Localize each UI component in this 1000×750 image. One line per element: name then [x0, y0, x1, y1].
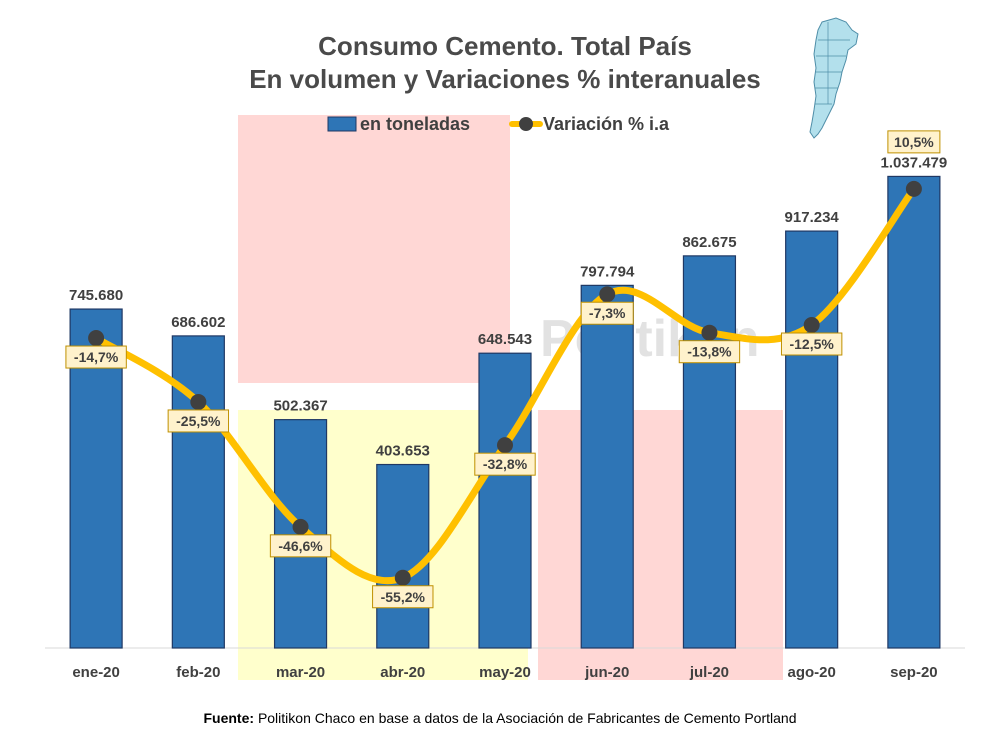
variation-label-jun-20: -7,3%	[580, 301, 634, 325]
x-tick-ene-20: ene-20	[72, 664, 120, 681]
variation-label-text: -25,5%	[176, 413, 221, 429]
bar-value-label-ago-20: 917.234	[785, 209, 840, 226]
variation-label-box	[167, 409, 230, 433]
x-tick-sep-20: sep-20	[890, 664, 938, 681]
bars-layer	[69, 175, 941, 649]
variation-label-box	[678, 340, 741, 364]
markers-layer	[88, 180, 922, 586]
bar-ago-20	[785, 230, 839, 649]
variation-label-text: -14,7%	[74, 349, 119, 365]
bar-value-label-mar-20: 502.367	[273, 398, 327, 415]
chart-title-line1: Consumo Cemento. Total País	[318, 31, 692, 61]
shade-region-red-top	[238, 115, 510, 383]
variation-label-box	[580, 301, 634, 325]
x-tick-abr-20: abr-20	[380, 664, 425, 681]
pct-labels-layer: -14,7% -25,5% -46,6% -55,2% -32,8% -7,3% -13,8…	[65, 130, 941, 609]
variation-label-text: -55,2%	[381, 589, 426, 605]
chart-title-line2: En volumen y Variaciones % interanuales	[249, 64, 761, 94]
legend-bar-label: en toneladas	[360, 114, 470, 134]
bar-value-label-ene-20: 745.680	[69, 287, 123, 304]
variation-marker-jul-20	[701, 324, 718, 341]
x-tick-jun-20: jun-20	[584, 664, 629, 681]
variation-label-box	[269, 534, 332, 558]
legend-line-marker	[519, 117, 533, 131]
bar-jun-20	[580, 284, 634, 649]
variation-label-may-20: -32,8%	[474, 452, 536, 476]
bar-value-label-may-20: 648.543	[478, 331, 532, 348]
variation-marker-may-20	[497, 437, 513, 454]
bar-value-label-jul-20: 862.675	[682, 234, 736, 251]
variation-marker-sep-20	[905, 180, 922, 197]
variation-marker-jun-20	[599, 286, 616, 303]
bar-value-label-abr-20: 403.653	[376, 443, 430, 460]
variation-marker-ene-20	[88, 330, 105, 347]
x-tick-ago-20: ago-20	[787, 664, 835, 681]
variation-label-text: 10,5%	[894, 134, 934, 150]
x-tick-feb-20: feb-20	[176, 664, 220, 681]
variation-label-box	[887, 130, 941, 154]
source-label: Fuente:	[203, 710, 255, 726]
bar-may-20	[478, 352, 532, 649]
variation-label-box	[780, 332, 843, 356]
variation-label-text: -13,8%	[687, 344, 732, 360]
x-tick-jul-20: jul-20	[689, 664, 729, 681]
variation-label-text: -32,8%	[483, 456, 528, 472]
variation-label-ago-20: -12,5%	[780, 332, 843, 356]
bar-value-label-sep-20: 1.037.479	[881, 154, 948, 171]
bar-jul-20	[682, 255, 737, 649]
bar-feb-20	[171, 335, 225, 649]
x-tick-labels: ene-20 feb-20 mar-20 abr-20 may-20 jun-20 jul-…	[72, 664, 937, 681]
legend-line-label: Variación % i.a	[543, 114, 670, 134]
variation-label-ene-20: -14,7%	[65, 345, 127, 369]
variation-label-box	[372, 585, 434, 609]
variation-marker-feb-20	[190, 393, 207, 410]
variation-label-text: -7,3%	[589, 305, 626, 321]
shade-region-red-bottom	[538, 410, 783, 680]
bar-labels-layer: 745.680 686.602 502.367 403.653 648.543 797.7…	[69, 154, 947, 459]
legend-bar-swatch	[327, 116, 357, 132]
variation-label-sep-20: 10,5%	[887, 130, 941, 154]
bar-abr-20	[376, 463, 430, 649]
source-text: Politikon Chaco en base a datos de la As…	[257, 710, 797, 726]
variation-marker-abr-20	[394, 569, 411, 586]
variation-label-text: -46,6%	[278, 538, 323, 554]
variation-label-text: -12,5%	[789, 336, 834, 352]
bar-value-label-feb-20: 686.602	[171, 314, 225, 331]
source-note: Fuente: Politikon Chaco en base a datos …	[0, 710, 1000, 726]
variation-label-abr-20: -55,2%	[372, 585, 434, 609]
variation-label-box	[474, 452, 536, 476]
variation-label-mar-20: -46,6%	[269, 534, 332, 558]
legend: en toneladas Variación % i.a	[327, 114, 670, 134]
variation-label-box	[65, 345, 127, 369]
x-tick-may-20: may-20	[479, 664, 531, 681]
x-tick-mar-20: mar-20	[276, 664, 325, 681]
variation-label-jul-20: -13,8%	[678, 340, 741, 364]
variation-marker-mar-20	[292, 518, 309, 535]
bar-value-label-jun-20: 797.794	[580, 263, 635, 280]
variation-label-feb-20: -25,5%	[167, 409, 230, 433]
variation-marker-ago-20	[803, 317, 820, 334]
argentina-map-icon	[809, 17, 859, 139]
bar-sep-20	[887, 175, 941, 649]
